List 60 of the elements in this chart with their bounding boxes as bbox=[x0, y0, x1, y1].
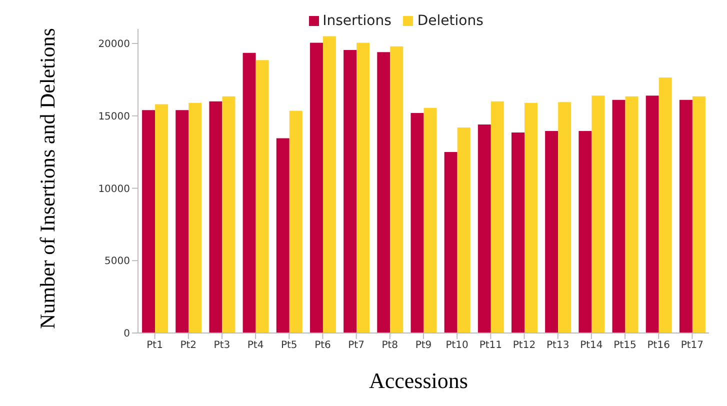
bar bbox=[344, 50, 357, 333]
bar bbox=[242, 52, 256, 333]
bar bbox=[410, 112, 424, 333]
bar bbox=[188, 102, 202, 333]
bar bbox=[322, 36, 336, 333]
bar bbox=[289, 110, 302, 333]
x-tick-label: Pt7 bbox=[348, 340, 364, 352]
bar bbox=[142, 110, 156, 333]
bar bbox=[558, 102, 572, 333]
x-tick-label: Pt3 bbox=[214, 340, 230, 352]
bar bbox=[356, 42, 370, 333]
bar bbox=[176, 110, 189, 333]
bar bbox=[424, 108, 437, 333]
x-tick-label: Pt14 bbox=[580, 340, 603, 352]
bar bbox=[578, 131, 592, 333]
legend-label: Insertions bbox=[322, 13, 392, 29]
x-tick-label: Pt1 bbox=[146, 340, 163, 352]
x-tick-label: Pt8 bbox=[382, 340, 398, 352]
bar bbox=[155, 104, 168, 333]
bar bbox=[444, 152, 458, 333]
bar bbox=[457, 127, 470, 333]
y-tick-label: 5000 bbox=[104, 256, 130, 268]
x-tick-label: Pt10 bbox=[446, 340, 468, 352]
x-tick-label: Pt13 bbox=[546, 340, 570, 352]
bar bbox=[679, 100, 692, 333]
x-tick-label: Pt17 bbox=[680, 340, 704, 352]
bar bbox=[209, 101, 222, 333]
x-tick-label: Pt6 bbox=[314, 340, 331, 352]
bar bbox=[478, 124, 491, 333]
y-axis-title: Number of Insertions and Deletions bbox=[36, 26, 60, 330]
bar bbox=[222, 96, 236, 333]
y-tick-label: 0 bbox=[124, 328, 130, 340]
bar bbox=[592, 96, 605, 333]
bar bbox=[545, 131, 558, 333]
bar bbox=[625, 96, 638, 333]
bar bbox=[612, 100, 626, 333]
bar bbox=[658, 77, 672, 333]
x-tick-label: Pt16 bbox=[647, 340, 670, 352]
bar bbox=[256, 60, 269, 333]
x-axis-title: Accessions bbox=[368, 368, 469, 394]
bar bbox=[646, 96, 659, 333]
x-tick-label: Pt2 bbox=[180, 340, 197, 352]
x-tick-label: Pt12 bbox=[512, 340, 536, 352]
legend-label: Deletions bbox=[417, 13, 484, 29]
x-tick-label: Pt15 bbox=[614, 340, 636, 352]
y-tick-label: 20000 bbox=[98, 39, 130, 50]
x-tick-label: Pt5 bbox=[280, 340, 298, 352]
bar bbox=[310, 42, 323, 333]
x-tick-label: Pt4 bbox=[247, 340, 264, 352]
bar bbox=[377, 52, 390, 333]
x-tick-label: Pt9 bbox=[415, 340, 432, 352]
bar bbox=[692, 96, 706, 333]
x-tick-label: Pt11 bbox=[479, 340, 502, 352]
bar bbox=[524, 102, 538, 333]
bar bbox=[490, 101, 504, 333]
y-tick-label: 15000 bbox=[98, 111, 130, 122]
y-tick-label: 10000 bbox=[98, 184, 130, 195]
bar bbox=[276, 138, 290, 333]
bar bbox=[512, 132, 524, 333]
bar bbox=[390, 46, 404, 333]
